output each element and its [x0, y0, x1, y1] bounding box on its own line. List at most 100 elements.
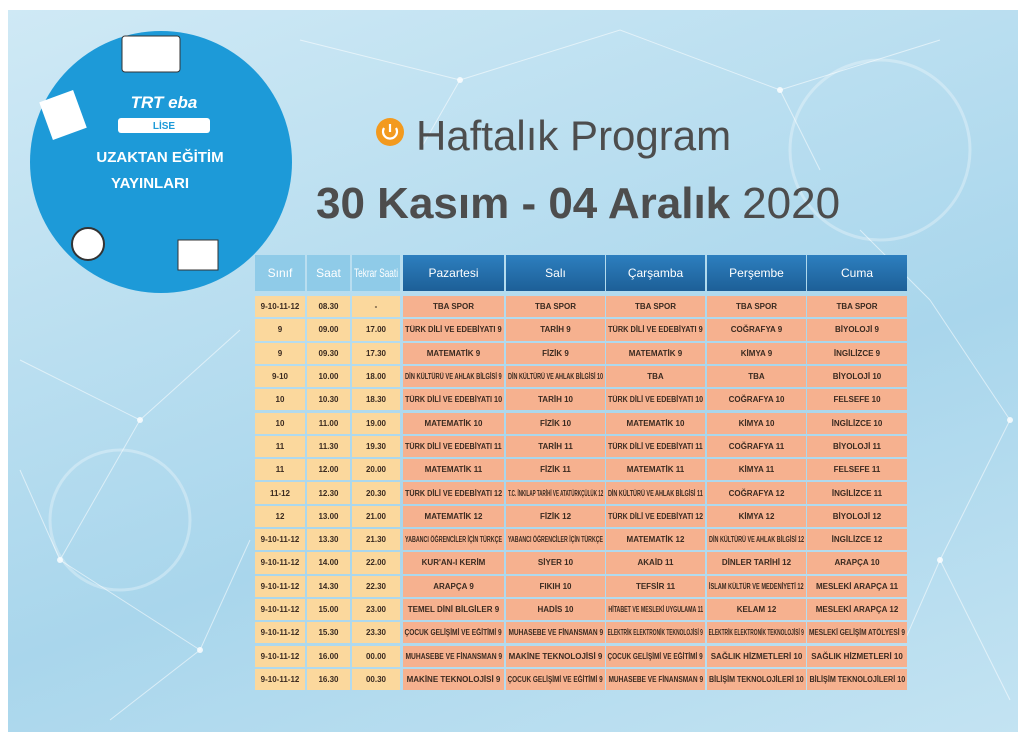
table-cell: MATEMATİK 11	[606, 459, 705, 481]
table-cell: 20.00	[352, 459, 400, 481]
table-cell: TBA SPOR	[506, 296, 605, 318]
table-cell-text: 15.30	[318, 628, 339, 638]
table-cell-text: MAKİNE TEKNOLOJİSİ 9	[508, 651, 603, 661]
column-header: Sınıf	[255, 255, 305, 291]
table-cell-text: ÇOCUK GELİŞİMİ VE EĞİTİMİ 9	[507, 674, 604, 684]
table-cell: MATEMATİK 10	[606, 412, 705, 434]
table-cell-text: ÇOCUK GELİŞİMİ VE EĞİTİMİ 9	[607, 651, 704, 661]
table-cell: MESLEKİ ARAPÇA 12	[807, 598, 907, 621]
table-cell: TÜRK DİLİ VE EDEBİYATI 12	[403, 482, 504, 504]
table-cell-text: MATEMATİK 12	[424, 511, 483, 521]
table-cell: 21.30	[352, 529, 400, 551]
table-cell-text: İNGİLİZCE 12	[831, 535, 883, 545]
table-cell-text: FİZİK 11	[540, 465, 571, 475]
table-cell: MATEMATİK 10	[403, 412, 504, 434]
table-cell-text: KİMYA 10	[738, 418, 775, 428]
table-cell: MUHASEBE VE FİNANSMAN 9	[506, 622, 605, 644]
table-cell-text: 08.30	[318, 302, 339, 312]
table-cell: TÜRK DİLİ VE EDEBİYATI 10	[403, 389, 504, 411]
table-cell-text: TÜRK DİLİ VE EDEBİYATI 11	[405, 441, 502, 451]
table-cell-text: KİMYA 11	[738, 465, 775, 475]
table-cell-text: HADİS 10	[537, 605, 574, 615]
table-cell: YABANCI ÖĞRENCİLER İÇİN TÜRKÇE	[403, 529, 504, 551]
table-cell: MUHASEBE VE FİNANSMAN 9	[403, 645, 504, 667]
table-cell: MATEMATİK 12	[606, 529, 705, 551]
table-cell: 10	[255, 412, 305, 434]
table-cell: DİN KÜLTÜRÜ VE AHLAK BİLGİSİ 11	[606, 482, 705, 504]
table-cell: KİMYA 9	[707, 342, 806, 364]
table-cell-text: 23.30	[365, 628, 387, 638]
table-cell: MATEMATİK 9	[606, 342, 705, 364]
table-cell-text: DİN KÜLTÜRÜ VE AHLAK BİLGİSİ 10	[507, 372, 604, 382]
table-cell: 16.00	[307, 645, 350, 667]
title: Haftalık Program	[416, 112, 731, 159]
table-cell-text: 9-10-11-12	[260, 674, 300, 684]
table-cell-text: BİYOLOJİ 12	[832, 511, 882, 521]
column-header: Saat	[307, 255, 350, 291]
table-cell-text: TÜRK DİLİ VE EDEBİYATI 11	[608, 441, 703, 451]
table-cell-text: MUHASEBE VE FİNANSMAN 9	[405, 651, 502, 661]
table-cell-text: 10	[275, 418, 285, 428]
table-cell: 09.30	[307, 342, 350, 364]
column-header-text: Sınıf	[267, 266, 293, 280]
table-cell-text: TBA SPOR	[534, 302, 577, 312]
table-cell-text: COĞRAFYA 9	[730, 325, 783, 335]
table-cell: TBA SPOR	[403, 296, 504, 318]
table-cell-text: 11	[275, 441, 285, 451]
table-cell-text: KİMYA 12	[738, 511, 775, 521]
table-cell: FIKIH 10	[506, 575, 605, 597]
table-cell-text: MATEMATİK 12	[626, 535, 685, 545]
table-cell: 9-10-11-12	[255, 645, 305, 667]
table-cell-text: 11.30	[318, 441, 339, 451]
table-cell-text: 09.30	[318, 348, 339, 358]
table-cell: TÜRK DİLİ VE EDEBİYATI 11	[606, 435, 705, 458]
table-cell: -	[352, 296, 400, 318]
table-cell-text: MATEMATİK 9	[426, 348, 481, 358]
table-cell-text: 9-10-11-12	[260, 302, 300, 312]
table-cell: 18.30	[352, 389, 400, 411]
table-cell-text: BİLİŞİM TEKNOLOJİLERİ 10	[809, 674, 905, 684]
column-header: Salı	[506, 255, 605, 291]
icon	[177, 239, 219, 271]
table-cell-text: 13.30	[318, 535, 339, 545]
table-cell-text: 10.00	[318, 372, 339, 382]
table-cell: 21.00	[352, 505, 400, 527]
table-cell-text: 12	[275, 511, 285, 521]
table-cell: 00.30	[352, 668, 400, 691]
table-cell-text: TBA SPOR	[735, 302, 778, 312]
table-cell-text: 00.30	[365, 674, 387, 684]
column-header: Perşembe	[707, 255, 806, 291]
table-cell-text: 9	[277, 325, 283, 335]
table-cell: COĞRAFYA 9	[707, 319, 806, 341]
column-header-text: Saat	[316, 266, 341, 280]
table-cell: 00.00	[352, 645, 400, 667]
table-cell: 10.00	[307, 365, 350, 388]
table-cell: MAKİNE TEKNOLOJİSİ 9	[506, 645, 605, 667]
table-cell: ELEKTRİK ELEKTRONİK TEKNOLOJİSİ 9	[606, 622, 705, 644]
table-cell: 19.00	[352, 412, 400, 434]
table-cell-text: BİYOLOJİ 10	[832, 372, 882, 382]
column-header: Çarşamba	[606, 255, 705, 291]
table-cell: TEMEL DİNİ BİLGİLER 9	[403, 598, 504, 621]
table-cell: İNGİLİZCE 9	[807, 342, 907, 364]
table-cell-text: SAĞLIK HİZMETLERİ 10	[811, 651, 903, 661]
table-cell: 15.00	[307, 598, 350, 621]
column-header-text: Cuma	[840, 266, 873, 280]
table-cell: TBA SPOR	[707, 296, 806, 318]
dates-range: 30 Kasım - 04 Aralık	[316, 179, 731, 228]
table-cell: 9-10-11-12	[255, 575, 305, 597]
table-cell-text: 22.30	[365, 581, 387, 591]
table-cell: TBA	[707, 365, 806, 388]
table-cell: 9-10-11-12	[255, 598, 305, 621]
table-cell: FİZİK 11	[506, 459, 605, 481]
table-cell-text: MUHASEBE VE FİNANSMAN 9	[608, 674, 703, 684]
table-cell: FELSEFE 11	[807, 459, 907, 481]
year: 2020	[742, 179, 840, 228]
table-cell: YABANCI ÖĞRENCİLER İÇİN TÜRKÇE	[506, 529, 605, 551]
table-cell-text: TÜRK DİLİ VE EDEBİYATI 12	[607, 511, 704, 521]
table-cell: 12	[255, 505, 305, 527]
table-cell: BİYOLOJİ 9	[807, 319, 907, 341]
logo-line: YAYINLARI	[111, 175, 189, 192]
